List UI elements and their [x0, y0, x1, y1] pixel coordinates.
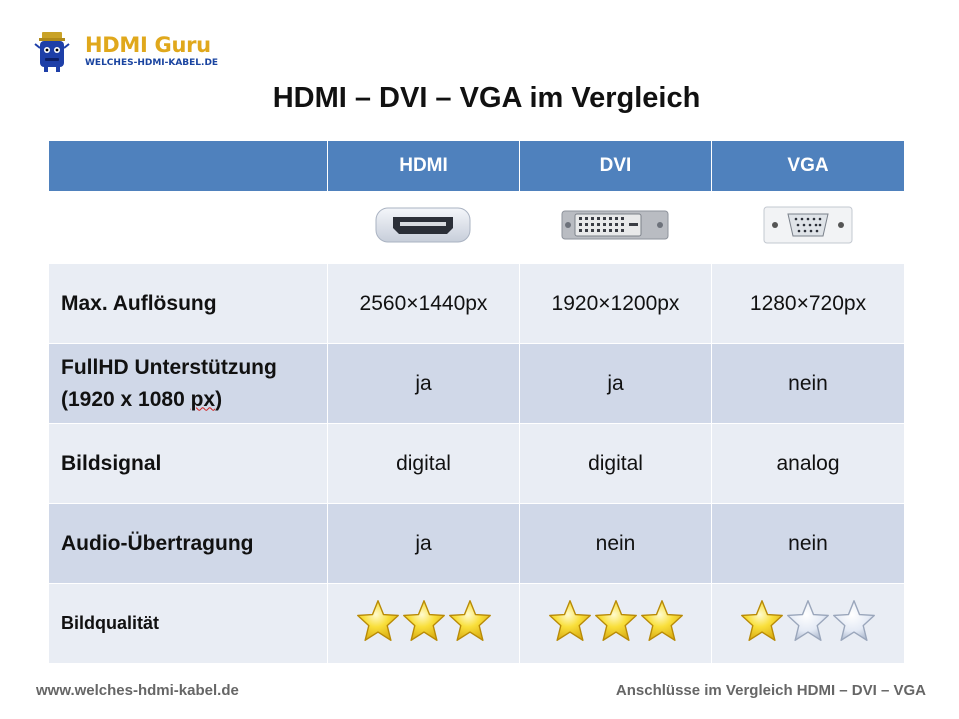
cell-dvi-signal: digital: [519, 423, 711, 503]
cell-dvi-quality: [519, 583, 711, 663]
star-filled-icon: [739, 598, 785, 644]
cell-vga-audio: nein: [711, 503, 904, 583]
footer-website: www.welches-hdmi-kabel.de: [36, 682, 239, 699]
connector-image-row: [49, 191, 904, 263]
row-label-audio: Audio-Übertragung: [49, 503, 327, 583]
cell-hdmi-quality: [327, 583, 519, 663]
dvi-connector-cell: [519, 191, 711, 263]
cell-vga-resolution: 1280×720px: [711, 263, 904, 343]
star-rating: [547, 598, 685, 644]
row-label-fullhd-line1: FullHD Unterstützung: [61, 355, 277, 379]
table-row: Audio-Übertragung ja nein nein: [49, 503, 904, 583]
table-row: Bildsignal digital digital analog: [49, 423, 904, 503]
star-filled-icon: [547, 598, 593, 644]
row-label-fullhd: FullHD Unterstützung (1920 x 1080 px): [49, 343, 327, 423]
header-dvi: DVI: [519, 141, 711, 191]
star-filled-icon: [355, 598, 401, 644]
vga-connector-cell: [711, 191, 904, 263]
cell-dvi-resolution: 1920×1200px: [519, 263, 711, 343]
guru-mascot-icon: [34, 32, 70, 72]
star-empty-icon: [785, 598, 831, 644]
footer-caption: Anschlüsse im Vergleich HDMI – DVI – VGA: [615, 682, 926, 699]
cell-dvi-fullhd: ja: [519, 343, 711, 423]
cell-dvi-audio: nein: [519, 503, 711, 583]
header-hdmi: HDMI: [327, 141, 519, 191]
table-row: Bildqualität: [49, 583, 904, 663]
star-filled-icon: [639, 598, 685, 644]
cell-hdmi-signal: digital: [327, 423, 519, 503]
cell-vga-signal: analog: [711, 423, 904, 503]
page-title: HDMI – DVI – VGA im Vergleich: [272, 82, 701, 114]
cell-hdmi-resolution: 2560×1440px: [327, 263, 519, 343]
cell-vga-quality: [711, 583, 904, 663]
row-label-fullhd-line2-post: ): [215, 387, 223, 411]
star-filled-icon: [593, 598, 639, 644]
row-label-resolution: Max. Auflösung: [49, 263, 327, 343]
star-rating: [739, 598, 877, 644]
logo-title: HDMI Guru: [85, 33, 211, 57]
hdmi-connector-cell: [327, 191, 519, 263]
row-label-quality: Bildqualität: [49, 583, 327, 663]
star-empty-icon: [831, 598, 877, 644]
table-row: FullHD Unterstützung (1920 x 1080 px) ja…: [49, 343, 904, 423]
row-label-fullhd-line2-pre: (1920 x 1080: [61, 387, 191, 411]
table-header-row: HDMI DVI VGA: [49, 141, 904, 191]
dvi-connector-icon: [561, 210, 669, 239]
connector-cell-empty: [49, 191, 327, 263]
logo-subtitle: WELCHES-HDMI-KABEL.DE: [85, 58, 219, 68]
row-label-signal: Bildsignal: [49, 423, 327, 503]
cell-hdmi-fullhd: ja: [327, 343, 519, 423]
cell-vga-fullhd: nein: [711, 343, 904, 423]
cell-hdmi-audio: ja: [327, 503, 519, 583]
header-cell-empty: [49, 141, 327, 191]
row-label-fullhd-line2-px: px: [190, 387, 216, 411]
comparison-table: HDMI DVI VGA: [49, 141, 904, 663]
hdmi-connector-icon: [375, 207, 471, 242]
star-rating: [355, 598, 493, 644]
star-filled-icon: [401, 598, 447, 644]
vga-connector-icon: [763, 206, 852, 243]
header-vga: VGA: [711, 141, 904, 191]
star-filled-icon: [447, 598, 493, 644]
logo: HDMI Guru WELCHES-HDMI-KABEL.DE: [34, 30, 224, 75]
table-row: Max. Auflösung 2560×1440px 1920×1200px 1…: [49, 263, 904, 343]
